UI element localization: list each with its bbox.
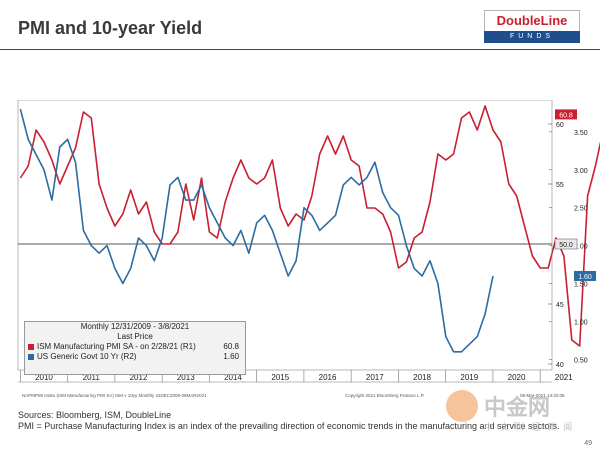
legend-swatch-yield xyxy=(28,354,34,360)
legend-swatch-pmi xyxy=(28,344,34,350)
title-divider xyxy=(0,49,600,50)
y-right-tick-label: 2.50 xyxy=(574,206,588,213)
legend-label-yield: US Generic Govt 10 Yr (R2) xyxy=(37,352,137,361)
legend-header-range: Monthly 12/31/2009 - 3/8/2021 xyxy=(80,322,190,331)
x-tick-label: 2011 xyxy=(83,373,101,382)
watermark: 中金网 中 文 财 经 新 闻 xyxy=(446,388,596,438)
doubleline-logo: DoubleLine FUNDS xyxy=(484,10,580,44)
watermark-subtext: 中 文 财 经 新 闻 xyxy=(484,423,575,433)
footer-pmi-note: PMI = Purchase Manufacturing Index is an… xyxy=(18,421,560,431)
series-line-yield xyxy=(19,108,494,353)
last-value-label-yield: 1.60 xyxy=(578,274,592,281)
x-tick-label: 2021 xyxy=(555,373,573,382)
footer-notes: Sources: Bloomberg, ISM, DoubleLine PMI … xyxy=(18,410,560,432)
chart-footer-date: 08-Mar-2021 13:32:05 xyxy=(520,393,565,398)
chart-footer-right: Copyright 2021 Bloomberg Finance L.P. xyxy=(345,393,424,398)
series-group xyxy=(19,105,600,353)
y-left-tick-label: 60 xyxy=(556,122,564,129)
legend-header-lastprice: Last Price xyxy=(117,332,153,341)
last-value-badge-pmi xyxy=(555,109,577,120)
legend-item-pmi: ISM Manufacturing PMI SA - on 2/28/21 (R… xyxy=(25,342,245,352)
x-tick-label: 2018 xyxy=(413,373,431,382)
footer-sources: Sources: Bloomberg, ISM, DoubleLine xyxy=(18,410,172,420)
x-tick-label: 2015 xyxy=(271,373,289,382)
chart-legend: Monthly 12/31/2009 - 3/8/2021 Last Price… xyxy=(24,321,246,375)
reference-line-badge xyxy=(554,238,578,250)
plot-frame xyxy=(17,100,553,371)
watermark-text: 中金网 xyxy=(484,396,551,421)
y-left-tick-label: 45 xyxy=(556,302,564,309)
logo-sub: FUNDS xyxy=(484,31,580,43)
x-tick-label: 2020 xyxy=(508,373,526,382)
x-tick-label: 2017 xyxy=(366,373,384,382)
page-title: PMI and 10-year Yield xyxy=(18,18,203,38)
x-tick-label: 2013 xyxy=(177,373,195,382)
logo-name: DoubleLine xyxy=(484,10,580,31)
page-number: 49 xyxy=(584,440,592,447)
reference-line-label: 50.0 xyxy=(559,242,573,249)
legend-value-pmi: 60.8 xyxy=(223,342,239,351)
y-left-tick-label: 55 xyxy=(556,182,564,189)
x-tick-label: 2019 xyxy=(460,373,478,382)
legend-value-yield: 1.60 xyxy=(223,352,239,361)
last-value-label-pmi: 60.8 xyxy=(559,112,573,119)
y-right-tick-label: 3.00 xyxy=(574,168,588,175)
chart-footer-left: NAPMPMI Index (ISM Manufacturing PMI SA)… xyxy=(22,393,207,398)
x-tick-label: 2014 xyxy=(224,373,242,382)
watermark-logo-icon xyxy=(446,390,478,422)
y-right-tick-label: 0.50 xyxy=(574,357,588,364)
y-right-tick-label: 1.50 xyxy=(574,282,588,289)
series-line-pmi xyxy=(19,105,600,347)
x-tick-label: 2012 xyxy=(130,373,148,382)
y-right-tick-label: 1.00 xyxy=(574,319,588,326)
y-right-tick-label: 2.00 xyxy=(574,244,588,251)
last-value-badge-yield xyxy=(574,270,596,281)
y-left-tick-label: 40 xyxy=(556,362,564,369)
x-tick-label: 2010 xyxy=(35,373,53,382)
legend-item-yield: US Generic Govt 10 Yr (R2) 1.60 xyxy=(25,352,245,362)
x-tick-label: 2016 xyxy=(319,373,337,382)
y-right-tick-label: 3.50 xyxy=(574,130,588,137)
legend-label-pmi: ISM Manufacturing PMI SA - on 2/28/21 (R… xyxy=(37,342,196,351)
